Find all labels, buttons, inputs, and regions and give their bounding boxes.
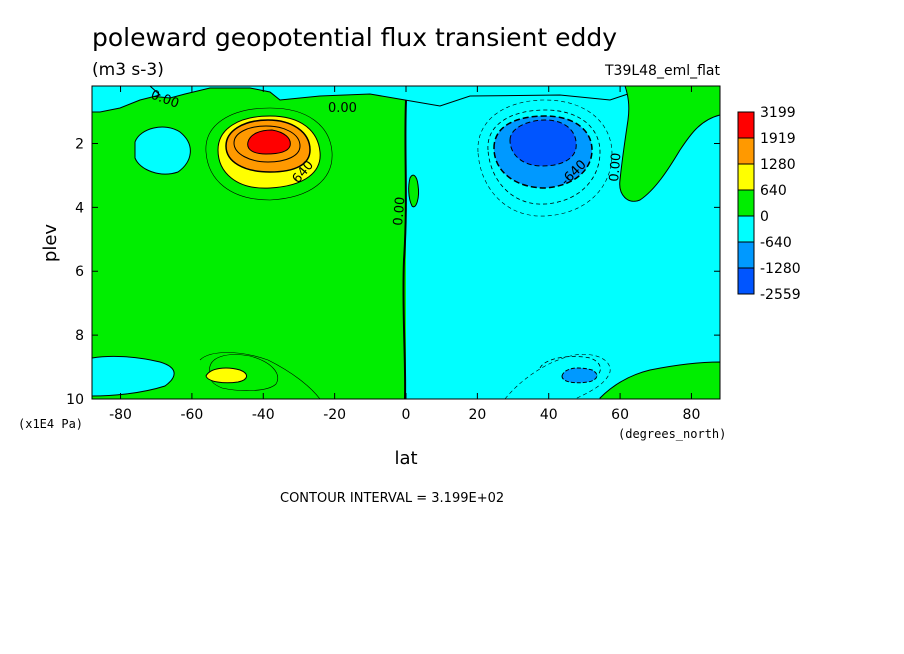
y-axis: 2 4 6 8 10 <box>66 136 720 408</box>
southern-side-negative-patch <box>134 126 191 175</box>
y-units-label: (x1E4 Pa) <box>18 417 83 431</box>
colorbar-swatch <box>737 111 755 139</box>
contour-label: 0.00 <box>607 152 624 182</box>
contour-320-south <box>205 107 333 201</box>
run-label: T39L48_eml_flat <box>604 63 721 79</box>
x-tick-label: 0 <box>402 407 411 423</box>
contour-3199 <box>247 129 291 155</box>
contour-320-south-lower <box>209 354 278 391</box>
colorbar-swatch <box>737 241 755 269</box>
colorbar-label: 3199 <box>760 105 796 121</box>
contour-neg640-north-lower <box>539 356 601 379</box>
contour-label: 0.00 <box>391 196 408 226</box>
colorbar-swatch <box>737 189 755 217</box>
contour-neg320-north <box>487 109 601 205</box>
y-tick-label: 6 <box>75 264 84 280</box>
contour-interval-label: CONTOUR INTERVAL = 3.199E+02 <box>280 491 504 506</box>
y-axis-label: plev <box>40 224 61 263</box>
x-tick-label: -20 <box>323 407 346 423</box>
colorbar-swatch <box>737 137 755 165</box>
colorbar-label: -640 <box>760 235 792 251</box>
x-tick-label: 40 <box>540 407 558 423</box>
x-units-label: (degrees_north) <box>618 427 726 441</box>
colorbar: 3199 1919 1280 640 0 -640 -1280 -2559 <box>737 105 801 303</box>
x-tick-label: 60 <box>611 407 629 423</box>
contour-neg320-outer <box>477 99 613 217</box>
southern-upper-negative-patch <box>92 86 162 113</box>
contour-640-south-lower <box>205 367 247 384</box>
colorbar-swatch <box>737 267 755 295</box>
colorbar-label: -1280 <box>760 261 801 277</box>
colorbar-label: 640 <box>760 183 787 199</box>
chart-title: poleward geopotential flux transient edd… <box>92 23 617 52</box>
contour-field: 0.00 0.00 640 0.00 0.00 -640 <box>92 86 720 399</box>
southern-lower-negative-patch <box>92 355 175 397</box>
y-tick-label: 4 <box>75 200 84 216</box>
x-tick-label: -60 <box>180 407 203 423</box>
colorbar-label: 1919 <box>760 131 796 147</box>
zero-contour-equator <box>402 99 407 399</box>
x-tick-label: 20 <box>468 407 486 423</box>
x-axis: -80 -60 -40 -20 0 20 40 60 80 <box>109 86 700 423</box>
contour-neg320-north-lower <box>504 354 611 399</box>
y-tick-label: 2 <box>75 136 84 152</box>
colorbar-label: 1280 <box>760 157 796 173</box>
contour-neg1280-north-lower <box>561 367 598 384</box>
contour-320-south-tail <box>199 352 321 399</box>
equatorial-positive-sliver <box>408 174 419 208</box>
contour-neg1280 <box>509 119 577 167</box>
contour-label: 0.00 <box>328 101 357 116</box>
units-label: (m3 s-3) <box>92 60 164 80</box>
colorbar-label: 0 <box>760 209 769 225</box>
x-axis-label: lat <box>394 448 417 469</box>
colorbar-label: -2559 <box>760 287 801 303</box>
northern-upper-positive-patch <box>619 86 720 202</box>
colorbar-swatch <box>737 163 755 191</box>
x-tick-label: -40 <box>252 407 275 423</box>
y-tick-label: 8 <box>75 328 84 344</box>
colorbar-swatch <box>737 215 755 243</box>
y-tick-label: 10 <box>66 392 84 408</box>
x-tick-label: -80 <box>109 407 132 423</box>
x-tick-label: 80 <box>683 407 701 423</box>
